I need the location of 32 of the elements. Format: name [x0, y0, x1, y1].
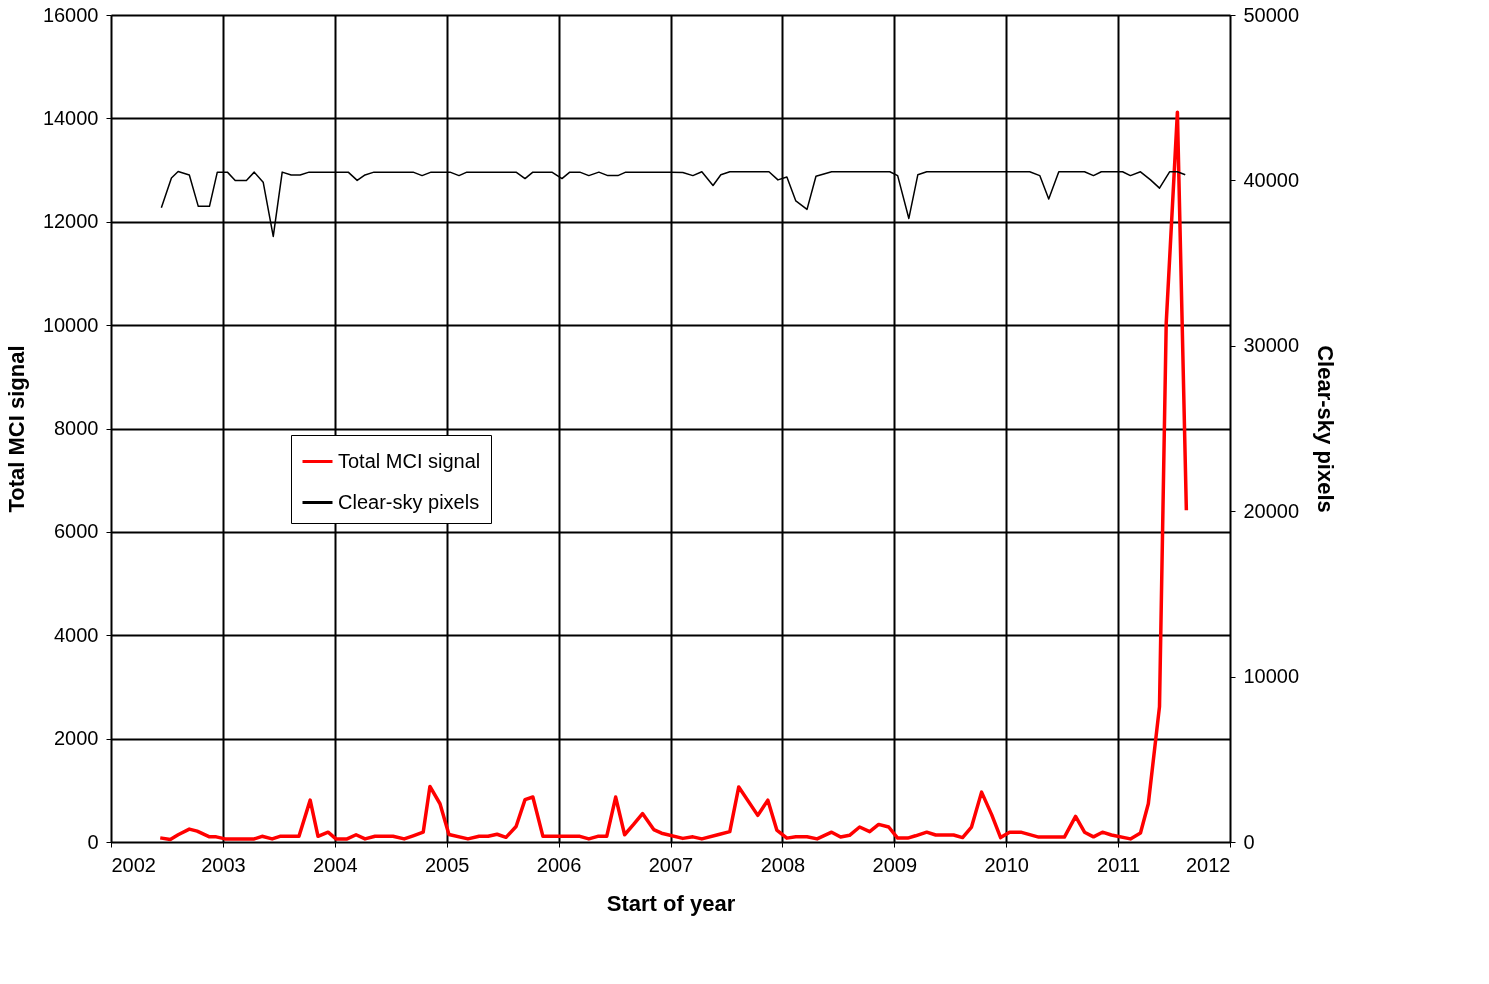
y2-axis-title: Clear-sky pixels [1313, 345, 1339, 513]
legend-label: Total MCI signal [338, 449, 481, 472]
x-tick-label: 2011 [1097, 853, 1141, 876]
x-tick-label: 2007 [648, 853, 694, 876]
x-axis-title: Start of year [606, 890, 736, 916]
x-tick-label: 2008 [760, 853, 806, 876]
y-tick-label: 2000 [54, 727, 99, 750]
x-tick-label: 2010 [984, 853, 1029, 876]
y2-tick-label: 10000 [1243, 665, 1300, 688]
y2-tick-label: 20000 [1243, 499, 1300, 522]
y-tick-label: 4000 [54, 623, 99, 646]
x-tick-label: 2005 [424, 853, 470, 876]
y-axis-title: Total MCI signal [3, 345, 29, 513]
y2-tick-label: 50000 [1243, 3, 1300, 26]
y-tick-label: 12000 [42, 210, 99, 233]
y2-tick-label: 0 [1243, 830, 1255, 853]
y-tick-label: 14000 [42, 106, 99, 129]
y-tick-label: 0 [87, 830, 99, 853]
x-tick-label: 2004 [313, 853, 358, 876]
y2-tick-label: 40000 [1243, 168, 1300, 191]
x-tick-label: 2003 [201, 853, 246, 876]
y-tick-label: 16000 [42, 3, 99, 26]
line-series [158, 110, 1189, 842]
y-tick-label: 6000 [54, 520, 99, 543]
x-tick-label: 2012 [1186, 853, 1231, 876]
y-tick-label: 8000 [54, 417, 99, 439]
x-tick-label: 2006 [536, 853, 582, 876]
y-tick-label: 10000 [42, 313, 99, 336]
x-tick-label: 2002 [111, 853, 156, 876]
y2-tick-label: 30000 [1243, 334, 1300, 357]
x-tick-label: 2009 [872, 853, 918, 876]
legend-label: Clear-sky pixels [338, 490, 480, 513]
